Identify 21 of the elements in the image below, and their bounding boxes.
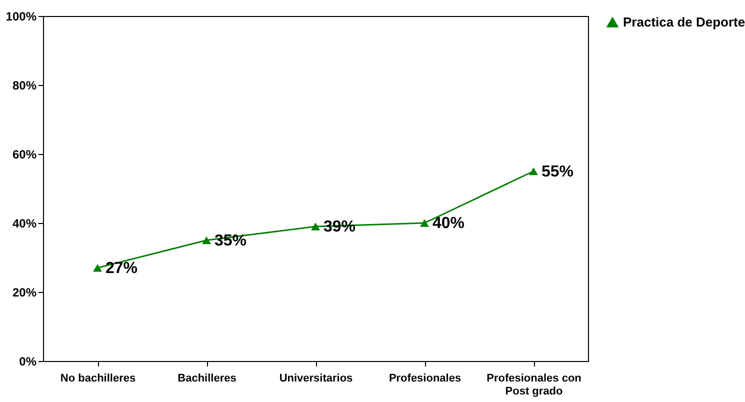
x-tick-label: Profesionales bbox=[388, 372, 462, 384]
y-tick-label: 100% bbox=[6, 10, 37, 24]
y-tick-label: 60% bbox=[12, 148, 37, 162]
y-tick-label: 80% bbox=[12, 78, 37, 92]
point bbox=[202, 236, 211, 244]
data-label: 55% bbox=[542, 163, 574, 180]
y-tick-label: 0% bbox=[19, 354, 37, 368]
x-tick-label: Bachilleres bbox=[178, 372, 236, 384]
point bbox=[529, 167, 538, 176]
y-tick-label: 40% bbox=[12, 216, 37, 230]
y-tick-label: 20% bbox=[12, 286, 37, 300]
x-tick-label: Universitarios bbox=[279, 372, 353, 384]
x-tick-label: Profesionales con Post grado bbox=[486, 372, 582, 398]
point bbox=[311, 222, 320, 230]
point bbox=[93, 264, 102, 272]
data-label: 27% bbox=[106, 260, 138, 277]
x-tick-label: No bachilleres bbox=[60, 372, 136, 384]
data-label: 40% bbox=[432, 215, 465, 232]
point bbox=[420, 219, 429, 227]
data-label: 35% bbox=[214, 232, 247, 250]
legend-label: Practica de Deporte bbox=[623, 14, 745, 30]
